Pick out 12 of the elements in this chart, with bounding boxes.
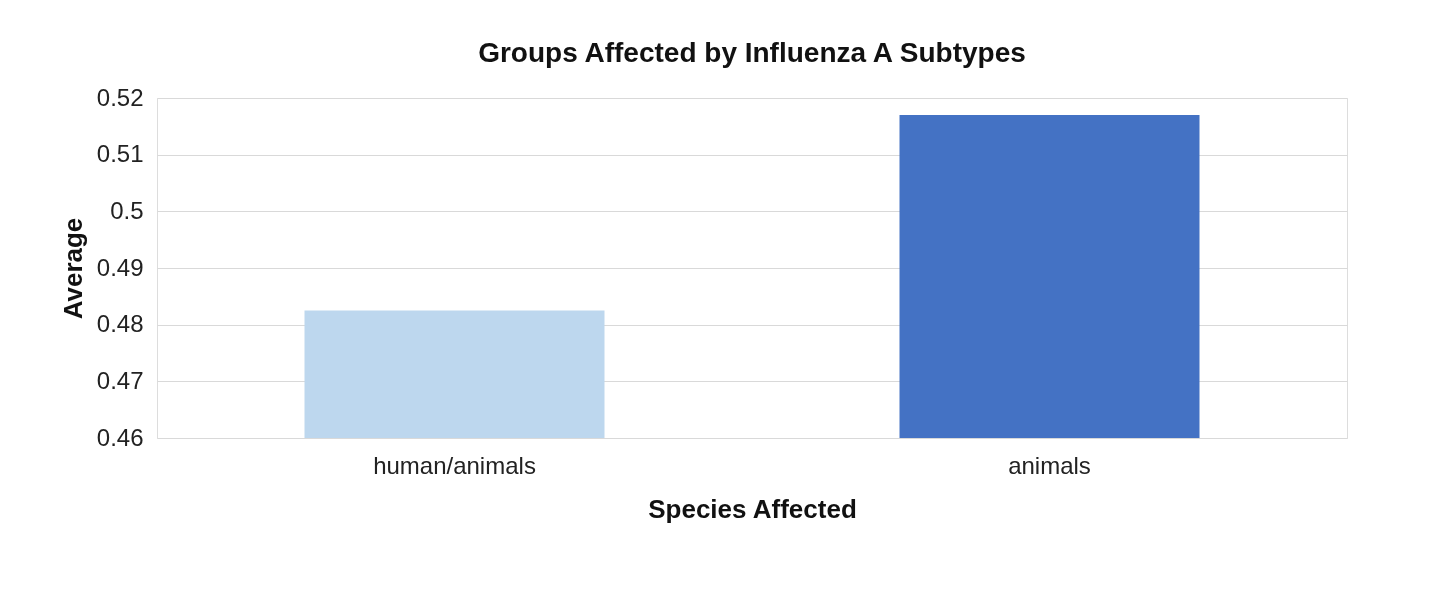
x-tick-label: animals [1008,451,1091,479]
chart-title: Groups Affected by Influenza A Subtypes [478,37,1026,68]
y-tick-label: 0.48 [96,310,144,338]
y-tick-label: 0.51 [96,140,144,168]
x-axis-title: Species Affected [648,493,857,524]
y-tick-label: 0.47 [96,366,144,394]
y-tick-label: 0.46 [96,423,144,451]
y-axis-title: Average [57,217,88,320]
x-tick-label: human/animals [373,451,536,479]
y-tick-label: 0.5 [110,196,144,224]
y-tick-label: 0.49 [96,253,144,281]
y-tick-label: 0.52 [96,83,144,111]
